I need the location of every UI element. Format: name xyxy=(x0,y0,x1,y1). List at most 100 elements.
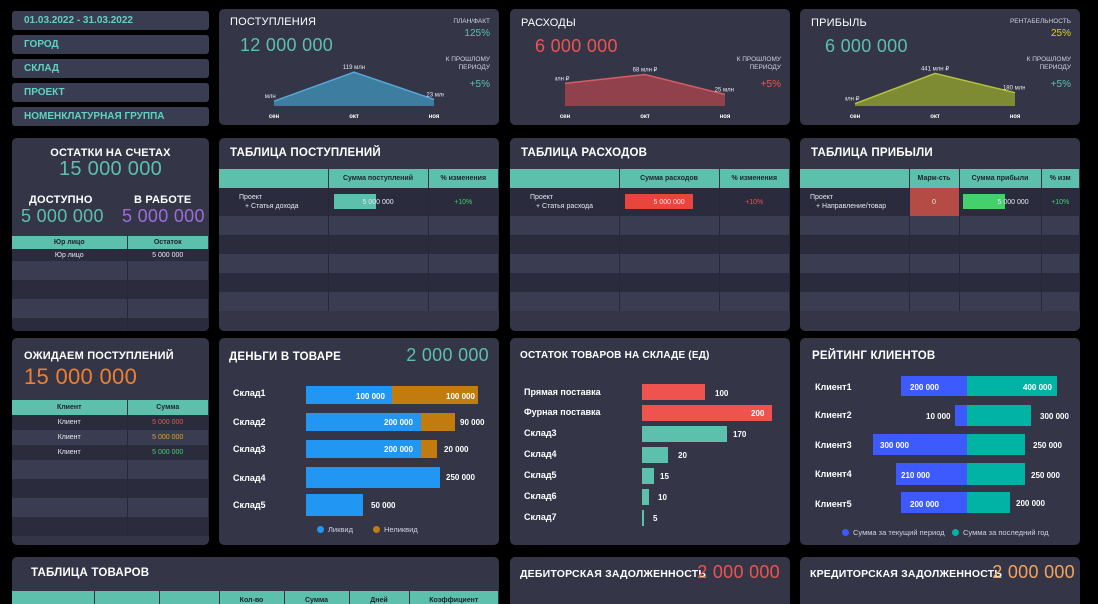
stock-bar[interactable] xyxy=(642,510,644,526)
column-header[interactable]: Остаток xyxy=(127,236,209,249)
expense-table: Сумма расходов % изменения Проект + Стать… xyxy=(510,169,790,311)
illiquid-bar[interactable] xyxy=(421,440,437,458)
stock-bar[interactable] xyxy=(642,468,654,484)
data-label: 23 млн xyxy=(426,92,444,98)
bar-label: Склад5 xyxy=(524,470,557,480)
x-tick-label: окт xyxy=(930,114,940,120)
column-header[interactable]: Кол-во xyxy=(219,591,285,604)
x-tick-label: ноя xyxy=(429,114,440,120)
x-tick-label: ноя xyxy=(720,114,731,120)
last-year-bar[interactable] xyxy=(967,376,1057,396)
stock-bar[interactable] xyxy=(642,384,705,400)
current-period-bar[interactable] xyxy=(873,434,967,455)
accounts-table: Юр лицо Остаток Юр лицо 5 000 000 xyxy=(12,236,209,331)
data-label: 68 млн ₽ xyxy=(633,67,658,74)
column-header[interactable] xyxy=(219,169,329,188)
column-header[interactable] xyxy=(12,591,95,604)
last-year-bar[interactable] xyxy=(967,492,1010,513)
legend-illiquid[interactable]: Неликвид xyxy=(373,525,418,534)
nomenclature-group-filter[interactable]: НОМЕНКЛАТУРНАЯ ГРУППА xyxy=(12,107,209,126)
column-header[interactable]: Сумма прибыли xyxy=(959,169,1042,188)
current-period-bar[interactable] xyxy=(901,492,967,513)
trend-line xyxy=(564,73,726,96)
profit-table-title: ТАБЛИЦА ПРИБЫЛИ xyxy=(811,147,933,159)
client-rating-title: РЕЙТИНГ КЛИЕНТОВ xyxy=(812,350,936,362)
liquid-bar[interactable] xyxy=(306,440,421,458)
stock-bar[interactable] xyxy=(642,447,668,463)
profit-value: 6 000 000 xyxy=(825,36,908,56)
available-value: 5 000 000 xyxy=(21,206,104,226)
client-cell: Клиент xyxy=(12,430,128,445)
legend-current-period[interactable]: Сумма за текущий период xyxy=(842,528,945,537)
current-period-bar[interactable] xyxy=(955,405,967,426)
column-header[interactable] xyxy=(159,591,220,604)
liquid-bar[interactable] xyxy=(306,413,421,431)
column-header[interactable]: Марж-сть xyxy=(909,169,960,188)
income-table: Сумма поступлений % изменения Проект + Ст… xyxy=(219,169,499,311)
column-header[interactable]: Сумма xyxy=(127,400,209,415)
last-year-bar[interactable] xyxy=(967,463,1025,485)
column-header[interactable]: Юр лицо xyxy=(12,236,128,249)
row-label[interactable]: Проект + Направление/товар xyxy=(800,188,910,216)
column-header[interactable]: % изм xyxy=(1041,169,1080,188)
column-header[interactable]: Коэффициент xyxy=(409,591,499,604)
available-label: ДОСТУПНО xyxy=(29,194,93,206)
x-tick-label: ноя xyxy=(1010,114,1021,120)
stock-bar[interactable] xyxy=(642,426,727,442)
liquid-value: 200 000 xyxy=(384,418,413,427)
current-period-bar[interactable] xyxy=(901,376,967,396)
liquid-bar[interactable] xyxy=(306,467,440,488)
illiquid-bar[interactable] xyxy=(392,386,478,404)
row-label[interactable]: Проект + Статья дохода xyxy=(219,188,329,216)
liquid-bar[interactable] xyxy=(306,494,363,516)
column-header[interactable]: % изменения xyxy=(719,169,790,188)
project-filter[interactable]: ПРОЕКТ xyxy=(12,83,209,102)
column-header[interactable]: % изменения xyxy=(428,169,499,188)
sum-bar xyxy=(333,194,376,209)
income-prev-label-2: ПЕРИОДУ xyxy=(458,64,490,71)
column-header[interactable] xyxy=(800,169,910,188)
legend-liquid[interactable]: Ликвид xyxy=(317,525,353,534)
stock-bar[interactable] xyxy=(642,489,649,505)
column-header[interactable]: Клиент xyxy=(12,400,128,415)
bar-label: Клиент5 xyxy=(815,499,852,509)
profit-prev-label-1: К ПРОШЛОМУ xyxy=(1026,56,1071,63)
last-year-bar[interactable] xyxy=(967,434,1025,455)
column-header[interactable]: Сумма xyxy=(284,591,350,604)
column-header[interactable]: Дней xyxy=(349,591,410,604)
rentability-value: 25% xyxy=(1050,28,1071,39)
bar-label: Склад4 xyxy=(233,473,266,483)
expenses-title: РАСХОДЫ xyxy=(521,17,576,29)
last-year-bar[interactable] xyxy=(967,405,1031,426)
profit-table: Марж-сть Сумма прибыли % изм Проект + Нап… xyxy=(800,169,1080,311)
legend-last-year[interactable]: Сумма за последний год xyxy=(952,528,1049,537)
current-period-bar[interactable] xyxy=(896,463,967,485)
client-cell: Клиент xyxy=(12,415,128,430)
column-header[interactable] xyxy=(510,169,620,188)
expenses-prev-label-2: ПЕРИОДУ xyxy=(749,64,781,71)
stock-bar[interactable] xyxy=(642,405,772,421)
sum-bar xyxy=(624,194,693,209)
liquid-bar[interactable] xyxy=(306,386,392,404)
filter-panel: 01.03.2022 - 31.03.2022 ГОРОД СКЛАД ПРОЕ… xyxy=(0,0,218,130)
illiquid-bar[interactable] xyxy=(421,413,455,431)
city-filter[interactable]: ГОРОД xyxy=(12,35,209,54)
bar-label: Склад6 xyxy=(524,491,557,501)
sum-cell: 5 000 000 xyxy=(127,430,209,445)
trend-area xyxy=(855,73,1015,106)
x-tick-label: сен xyxy=(850,114,861,120)
bar-label: Клиент2 xyxy=(815,410,852,420)
column-header[interactable] xyxy=(94,591,160,604)
client-rating-card: РЕЙТИНГ КЛИЕНТОВ Клиент1 200 000 400 000… xyxy=(800,338,1080,545)
date-range-filter[interactable]: 01.03.2022 - 31.03.2022 xyxy=(12,11,209,30)
rentability-label: РЕНТАБЕЛЬНОСТЬ xyxy=(1009,18,1071,25)
column-header[interactable]: Сумма поступлений xyxy=(328,169,429,188)
data-label: 180 млн ₽ xyxy=(1003,85,1025,92)
warehouse-filter[interactable]: СКЛАД xyxy=(12,59,209,78)
liquid-value: 200 000 xyxy=(384,445,413,454)
row-label[interactable]: Проект + Статья расхода xyxy=(510,188,620,216)
income-table-title: ТАБЛИЦА ПОСТУПЛЕНИЙ xyxy=(230,147,381,159)
change-cell: +10% xyxy=(428,188,499,216)
column-header[interactable]: Сумма расходов xyxy=(619,169,720,188)
liquid-value: 50 000 xyxy=(371,501,396,510)
